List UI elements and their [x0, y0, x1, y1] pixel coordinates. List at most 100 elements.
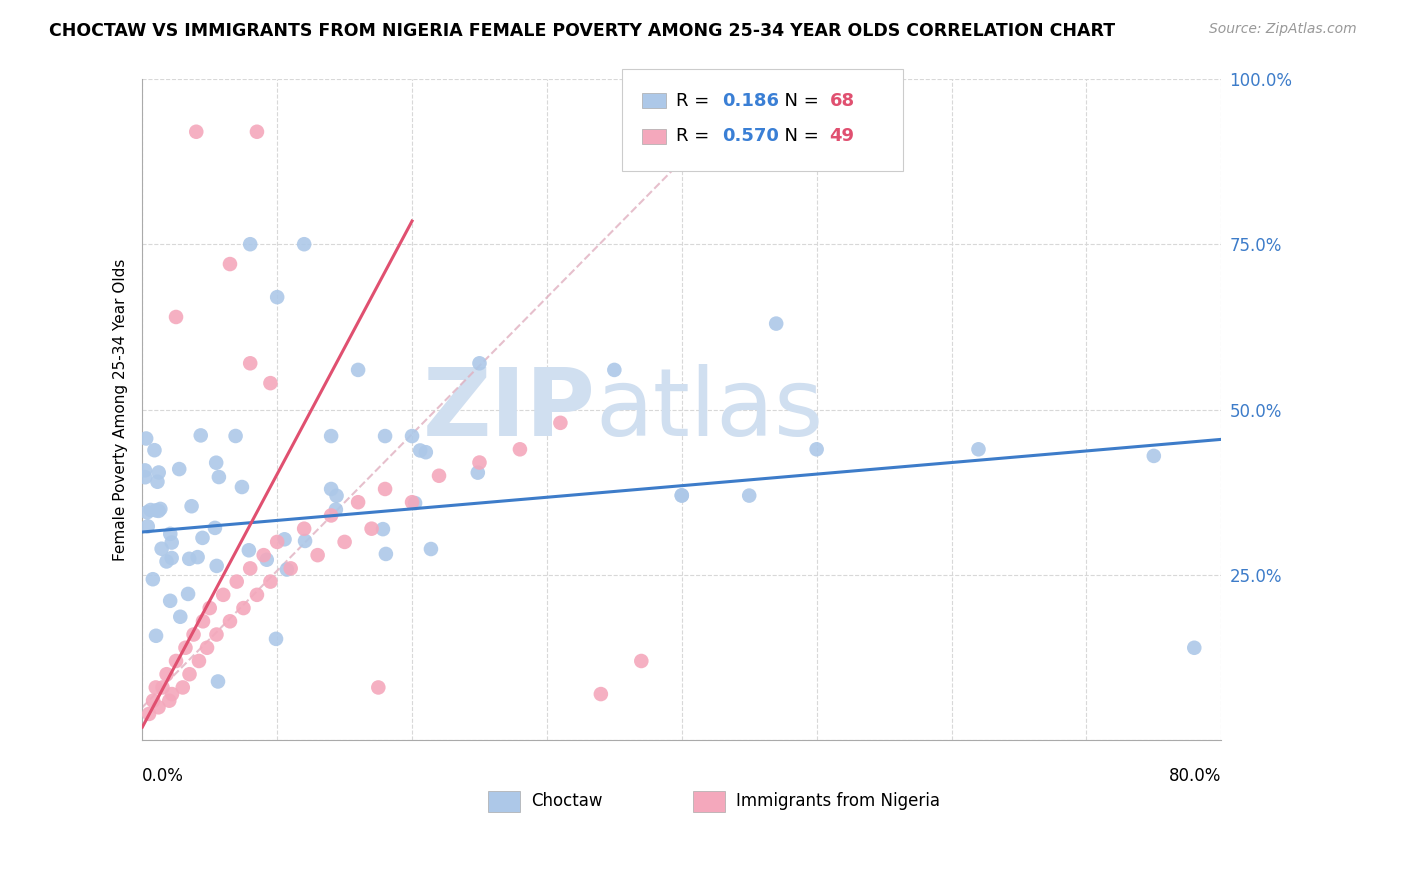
- Point: [212, 588, 235, 602]
- FancyBboxPatch shape: [643, 94, 665, 108]
- Point: [179, 551, 201, 566]
- Point: [765, 317, 787, 331]
- Point: [165, 654, 187, 668]
- Point: [174, 640, 197, 655]
- Point: [550, 416, 572, 430]
- Point: [205, 456, 228, 470]
- Point: [179, 667, 201, 681]
- Point: [371, 522, 394, 536]
- Point: [190, 428, 212, 442]
- Point: [294, 533, 316, 548]
- Point: [134, 463, 156, 477]
- Point: [1143, 449, 1166, 463]
- Point: [273, 533, 295, 547]
- FancyBboxPatch shape: [488, 790, 520, 812]
- Point: [671, 488, 693, 502]
- Point: [325, 489, 347, 503]
- Text: CHOCTAW VS IMMIGRANTS FROM NIGERIA FEMALE POVERTY AMONG 25-34 YEAR OLDS CORRELAT: CHOCTAW VS IMMIGRANTS FROM NIGERIA FEMAL…: [49, 22, 1115, 40]
- Point: [347, 495, 370, 509]
- Point: [204, 521, 226, 535]
- Point: [195, 640, 218, 655]
- Point: [360, 522, 382, 536]
- Point: [150, 541, 173, 556]
- Point: [401, 495, 423, 509]
- Text: Choctaw: Choctaw: [530, 792, 602, 810]
- Point: [207, 674, 229, 689]
- Point: [142, 572, 165, 586]
- Point: [374, 482, 396, 496]
- Point: [219, 257, 242, 271]
- Y-axis label: Female Poverty Among 25-34 Year Olds: Female Poverty Among 25-34 Year Olds: [114, 259, 128, 561]
- Text: 0.186: 0.186: [721, 92, 779, 110]
- Point: [148, 466, 170, 480]
- Text: ZIP: ZIP: [423, 364, 596, 456]
- Point: [589, 687, 612, 701]
- Point: [183, 627, 205, 641]
- Point: [347, 363, 370, 377]
- Point: [225, 574, 247, 589]
- Point: [188, 654, 211, 668]
- Text: 0.570: 0.570: [721, 128, 779, 145]
- Point: [177, 587, 200, 601]
- Point: [321, 429, 343, 443]
- Text: 68: 68: [830, 92, 855, 110]
- Point: [738, 489, 761, 503]
- Point: [159, 594, 181, 608]
- Text: atlas: atlas: [596, 364, 824, 456]
- Point: [160, 551, 183, 566]
- Point: [145, 503, 167, 517]
- Point: [967, 442, 990, 457]
- Point: [415, 445, 437, 459]
- Point: [139, 503, 162, 517]
- Point: [367, 681, 389, 695]
- FancyBboxPatch shape: [643, 129, 665, 144]
- Point: [420, 541, 443, 556]
- Point: [142, 694, 165, 708]
- Point: [321, 508, 343, 523]
- Point: [160, 687, 183, 701]
- Point: [427, 468, 450, 483]
- Point: [409, 443, 432, 458]
- Point: [468, 356, 491, 370]
- Point: [187, 550, 209, 565]
- Point: [246, 125, 269, 139]
- Point: [231, 480, 253, 494]
- Point: [266, 535, 288, 549]
- Point: [806, 442, 828, 457]
- Point: [165, 310, 187, 324]
- Point: [145, 681, 167, 695]
- Point: [145, 629, 167, 643]
- Point: [135, 432, 157, 446]
- Point: [160, 535, 183, 549]
- Text: Immigrants from Nigeria: Immigrants from Nigeria: [735, 792, 939, 810]
- Point: [136, 505, 159, 519]
- Point: [333, 535, 356, 549]
- Text: R =: R =: [676, 92, 716, 110]
- Point: [325, 502, 347, 516]
- Point: [159, 527, 181, 541]
- Point: [264, 632, 287, 646]
- Point: [134, 470, 156, 484]
- Point: [198, 601, 221, 615]
- FancyBboxPatch shape: [693, 790, 725, 812]
- Point: [259, 574, 281, 589]
- Point: [276, 563, 298, 577]
- Point: [146, 475, 169, 489]
- Point: [155, 667, 177, 681]
- Point: [404, 496, 426, 510]
- Point: [246, 588, 269, 602]
- Point: [509, 442, 531, 457]
- Point: [239, 356, 262, 370]
- Point: [467, 466, 489, 480]
- Text: Source: ZipAtlas.com: Source: ZipAtlas.com: [1209, 22, 1357, 37]
- Point: [167, 462, 190, 476]
- Text: N =: N =: [773, 92, 825, 110]
- Point: [238, 543, 260, 558]
- Point: [143, 443, 166, 458]
- Point: [172, 681, 194, 695]
- Point: [603, 363, 626, 377]
- Point: [307, 548, 329, 562]
- Point: [321, 482, 343, 496]
- Point: [374, 429, 396, 443]
- Point: [149, 502, 172, 516]
